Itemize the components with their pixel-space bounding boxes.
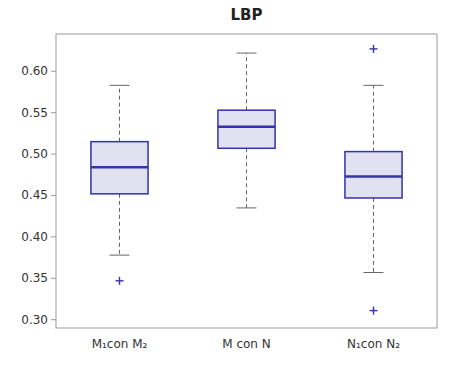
- flier: [116, 277, 124, 285]
- y-tick: [51, 278, 56, 279]
- flier-stroke: [373, 45, 374, 53]
- whisker: [119, 194, 120, 255]
- chart: LBP 0.30 0.35 0.40 0.45 0.50 0.55 0.60 M₁con M₂ M…: [0, 0, 453, 368]
- plot-area: [91, 45, 402, 315]
- flier: [370, 45, 378, 53]
- y-tick: [51, 112, 56, 113]
- y-tick: [51, 71, 56, 72]
- y-tick: [51, 319, 56, 320]
- median: [345, 175, 402, 178]
- box: [91, 142, 148, 194]
- y-tick-label: 0.35: [21, 271, 48, 285]
- whisker: [119, 85, 120, 141]
- y-tick: [51, 154, 56, 155]
- x-tick-label: N₁con N₂: [347, 337, 400, 351]
- flier: [370, 307, 378, 315]
- flier-stroke: [119, 277, 120, 285]
- box: [345, 152, 402, 198]
- whisker-cap: [363, 272, 383, 273]
- plot-frame: [56, 34, 437, 328]
- y-tick-label: 0.45: [21, 188, 48, 202]
- whisker-cap: [109, 255, 129, 256]
- y-tick-label: 0.55: [21, 106, 48, 120]
- y-tick-label: 0.50: [21, 147, 48, 161]
- y-tick-label: 0.40: [21, 230, 48, 244]
- whisker-cap: [236, 53, 256, 54]
- whisker: [373, 85, 374, 151]
- median: [91, 166, 148, 169]
- whisker: [373, 198, 374, 273]
- y-tick: [51, 195, 56, 196]
- x-tick-label: M con N: [222, 337, 271, 351]
- y-tick-label: 0.30: [21, 313, 48, 327]
- whisker-cap: [109, 85, 129, 86]
- median: [218, 126, 275, 129]
- y-tick: [51, 236, 56, 237]
- whisker: [246, 53, 247, 110]
- y-tick-label: 0.60: [21, 64, 48, 78]
- box: [218, 110, 275, 148]
- x-tick-label: M₁con M₂: [92, 337, 148, 351]
- flier-stroke: [373, 307, 374, 315]
- whisker: [246, 148, 247, 208]
- title: LBP: [231, 6, 263, 24]
- whisker-cap: [363, 85, 383, 86]
- whisker-cap: [236, 207, 256, 208]
